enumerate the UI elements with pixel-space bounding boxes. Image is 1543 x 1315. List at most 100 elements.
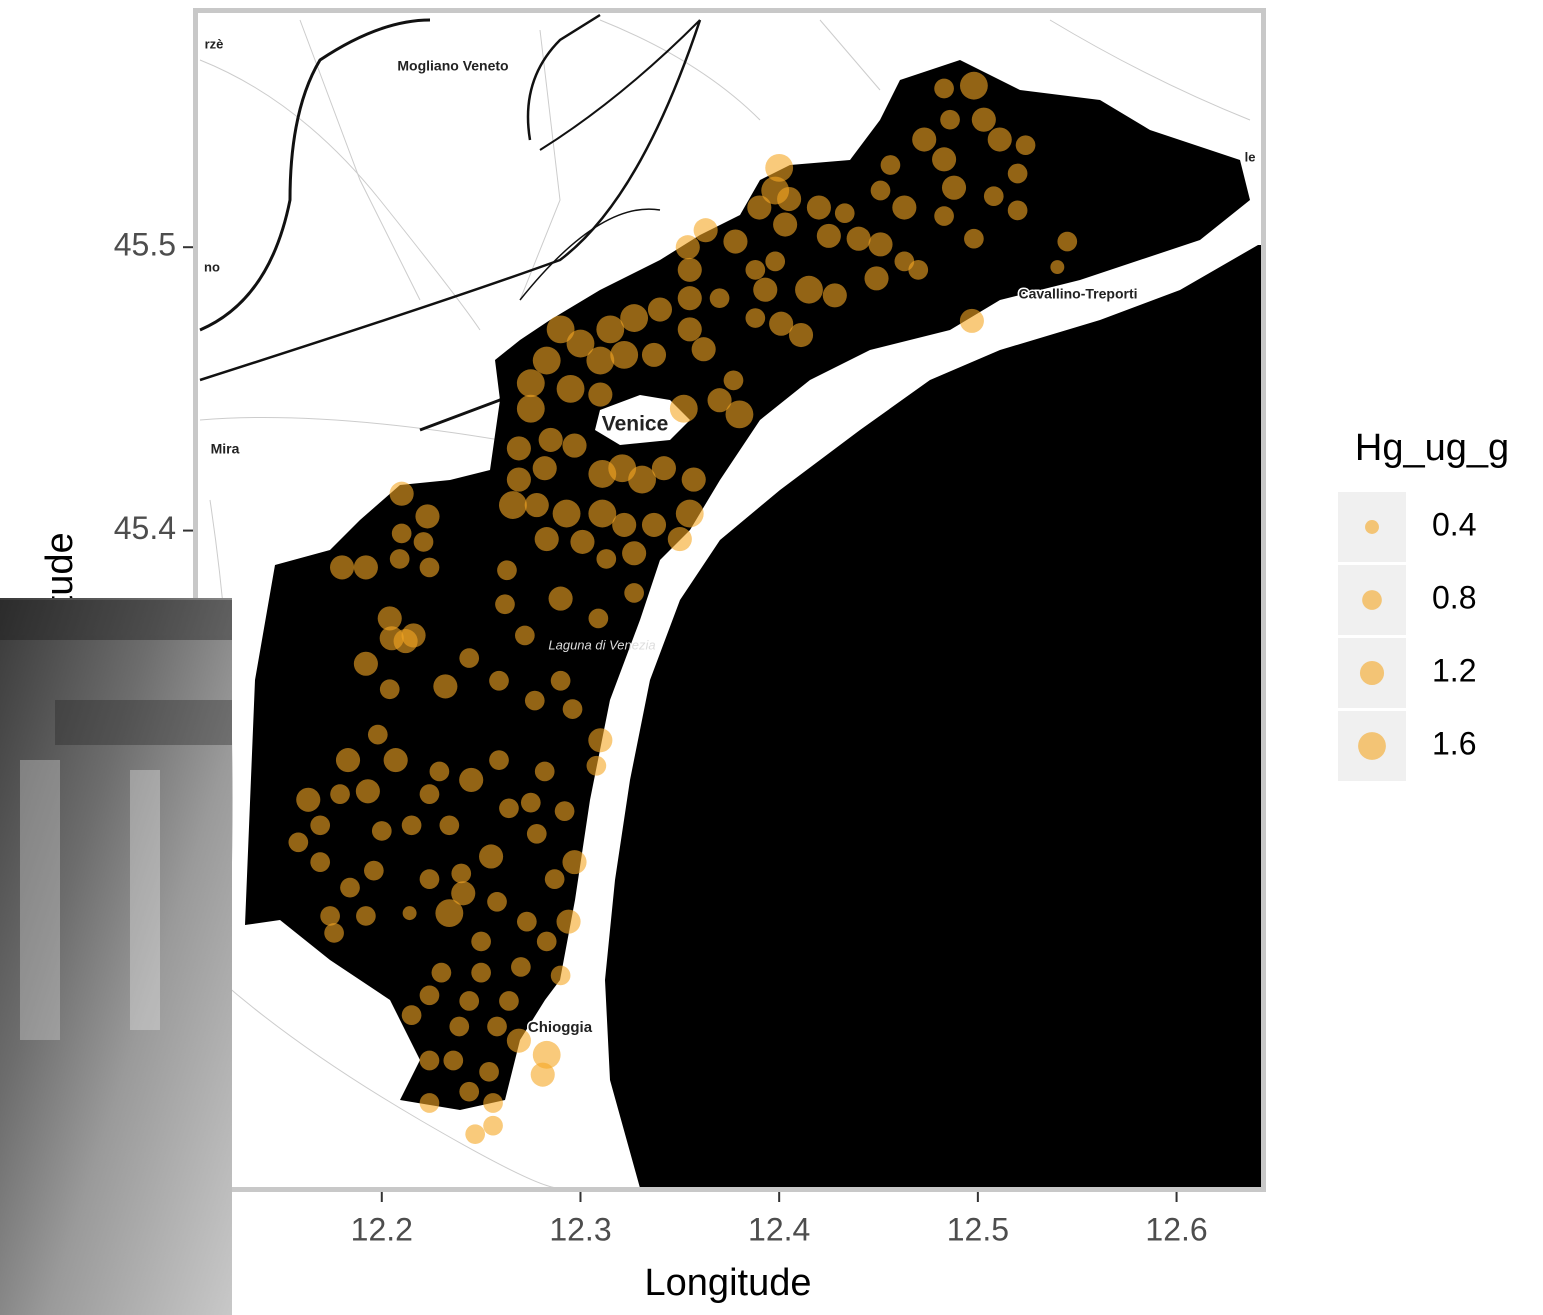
legend-title: Hg_ug_g (1355, 427, 1509, 469)
data-point (612, 513, 636, 537)
data-point (789, 323, 813, 347)
data-point (487, 1017, 507, 1037)
data-point (507, 468, 531, 492)
data-point (471, 963, 491, 983)
data-point (1008, 164, 1028, 184)
data-point (324, 923, 344, 943)
data-point (310, 852, 330, 872)
data-point (499, 491, 527, 519)
data-point (588, 500, 616, 528)
data-point (868, 232, 892, 256)
data-point (380, 679, 400, 699)
data-point (390, 482, 414, 506)
data-point (527, 824, 547, 844)
data-point (483, 1093, 503, 1113)
data-point (908, 260, 928, 280)
data-point (533, 456, 557, 480)
legend-symbol (1365, 520, 1379, 534)
data-point (1008, 201, 1028, 221)
data-point (420, 558, 440, 578)
data-point (557, 375, 585, 403)
data-point (459, 648, 479, 668)
data-point (864, 266, 888, 290)
data-point (440, 815, 460, 835)
x-tick-label: 12.4 (748, 1211, 810, 1247)
data-point (459, 1082, 479, 1102)
data-point (465, 1124, 485, 1144)
data-point (589, 609, 609, 629)
data-point (432, 963, 452, 983)
data-point (596, 315, 624, 343)
data-point (745, 260, 765, 280)
y-tick-label: 45.5 (114, 227, 176, 263)
data-point (372, 821, 392, 841)
data-point (499, 991, 519, 1011)
data-point (557, 910, 581, 934)
x-tick-label: 12.6 (1145, 1211, 1207, 1247)
map-label: Cavallino-Treporti (1018, 286, 1137, 302)
data-point (451, 864, 471, 884)
data-point (972, 108, 996, 132)
data-point (642, 343, 666, 367)
data-point (912, 127, 936, 151)
x-tick-label: 12.2 (351, 1211, 413, 1247)
legend-label: 0.4 (1432, 506, 1476, 542)
legend-label: 0.8 (1432, 579, 1476, 615)
data-point (459, 991, 479, 1011)
data-point (471, 932, 491, 952)
data-point (403, 906, 417, 920)
data-point (676, 500, 704, 528)
data-point (892, 195, 916, 219)
data-point (525, 691, 545, 711)
data-point (495, 594, 515, 614)
data-point (1057, 232, 1077, 252)
data-point (499, 798, 519, 818)
map-label: rzè (205, 36, 224, 51)
data-point (487, 892, 507, 912)
data-point (988, 127, 1012, 151)
data-point (537, 932, 557, 952)
data-point (570, 530, 594, 554)
data-point (622, 541, 646, 565)
data-point (507, 1029, 531, 1053)
x-tick-label: 12.3 (549, 1211, 611, 1247)
data-point (710, 288, 730, 308)
data-point (415, 504, 439, 528)
data-point (433, 674, 457, 698)
data-point (459, 768, 483, 792)
data-point (354, 555, 378, 579)
data-point (356, 906, 376, 926)
data-point (668, 527, 692, 551)
data-point (545, 869, 565, 889)
data-point (932, 147, 956, 171)
map-label: Chioggia (528, 1019, 593, 1036)
data-point (620, 304, 648, 332)
map-label: Laguna di Venezia (548, 637, 655, 652)
data-point (435, 899, 463, 927)
data-point (483, 1116, 503, 1136)
legend-label: 1.6 (1432, 725, 1476, 761)
data-point (420, 1051, 440, 1071)
data-point (330, 555, 354, 579)
data-point (652, 456, 676, 480)
legend-label: 1.2 (1432, 652, 1476, 688)
data-point (795, 276, 823, 304)
data-point (517, 395, 545, 423)
data-point (553, 500, 581, 528)
data-point (394, 629, 418, 653)
data-point (535, 762, 555, 782)
data-point (531, 1063, 555, 1087)
data-point (430, 762, 450, 782)
data-point (414, 532, 434, 552)
data-point (960, 309, 984, 333)
data-point (747, 195, 771, 219)
data-point (551, 671, 571, 691)
map-label: no (204, 259, 220, 274)
data-point (596, 549, 616, 569)
data-point (563, 699, 583, 719)
data-point (588, 728, 612, 752)
data-point (551, 966, 571, 986)
x-axis-title: Longitude (645, 1262, 812, 1304)
data-point (871, 181, 891, 201)
data-point (678, 317, 702, 341)
